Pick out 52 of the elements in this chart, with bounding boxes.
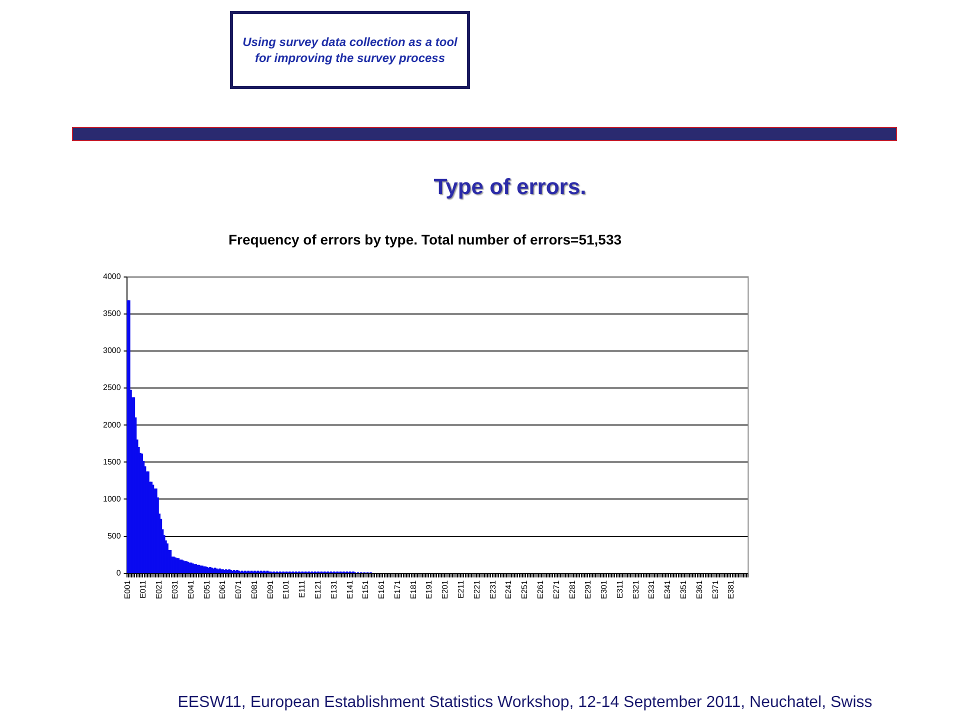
x-tick-label: E211 [456,580,466,598]
x-tick-label: E221 [472,580,482,600]
x-tick-label: E181 [408,580,418,600]
text: EESW11, European Establishment Statistics Workshop, 12-14 September 2011, Neuchatel, Swiss [176,694,874,712]
x-tick-label: E031 [170,580,180,600]
x-tick-label: E151 [361,580,370,600]
x-tick-label: E281 [568,580,577,600]
x-tick-label: E191 [424,580,434,600]
x-tick-label: E341 [663,580,672,600]
x-tick-label: E171 [392,580,402,600]
y-tick-label: 4000 [103,272,122,282]
x-tick-label: E371 [710,580,720,600]
x-tick-label: E251 [520,580,530,600]
x-tick-label: E001 [122,580,132,600]
y-tick-label: 500 [107,531,122,540]
x-tick-label: E331 [647,580,656,600]
y-tick-label: 3500 [103,309,122,318]
x-tick-label: E141 [345,580,354,600]
chart-title: Type of errors. [432,174,588,200]
x-tick-label: E161 [377,580,386,600]
x-tick-label: E351 [679,580,688,600]
x-tick-label: E011 [138,580,148,598]
x-tick-label: E071 [234,580,244,600]
x-tick-label: E061 [218,580,228,600]
chart-subtitle: Frequency of errors by type. Total number of errors=51,533 [228,231,622,248]
y-tick-label: 1500 [103,457,122,466]
y-tick-label: 2000 [103,420,122,430]
x-tick-label: E201 [440,580,450,600]
y-tick-label: 0 [116,568,122,578]
text: Using survey data collection as a tool for improving the survey process [230,11,470,89]
x-tick-label: E291 [584,580,593,600]
x-tick-label: E381 [726,580,736,600]
y-tick-label: 1000 [103,494,122,504]
x-tick-label: E361 [694,580,704,600]
y-tick-label: 3000 [103,346,122,356]
x-tick-label: E091 [266,580,275,600]
y-tick-label: 2500 [103,383,122,392]
x-tick-label: E081 [250,580,259,600]
x-tick-label: E241 [504,580,514,600]
x-tick-label: E111 [298,580,307,598]
x-tick-label: E301 [600,580,609,600]
x-tick-label: E271 [552,580,561,600]
x-tick-label: E321 [631,580,640,600]
x-tick-label: E261 [536,580,545,600]
x-tick-label: E311 [615,580,624,598]
x-tick-label: E051 [202,580,212,600]
x-tick-label: E021 [154,580,164,600]
x-tick-label: E101 [282,580,291,600]
x-tick-label: E131 [329,580,338,600]
x-tick-label: E121 [314,580,322,600]
x-tick-label: E231 [488,580,498,600]
x-tick-label: E041 [186,580,196,600]
